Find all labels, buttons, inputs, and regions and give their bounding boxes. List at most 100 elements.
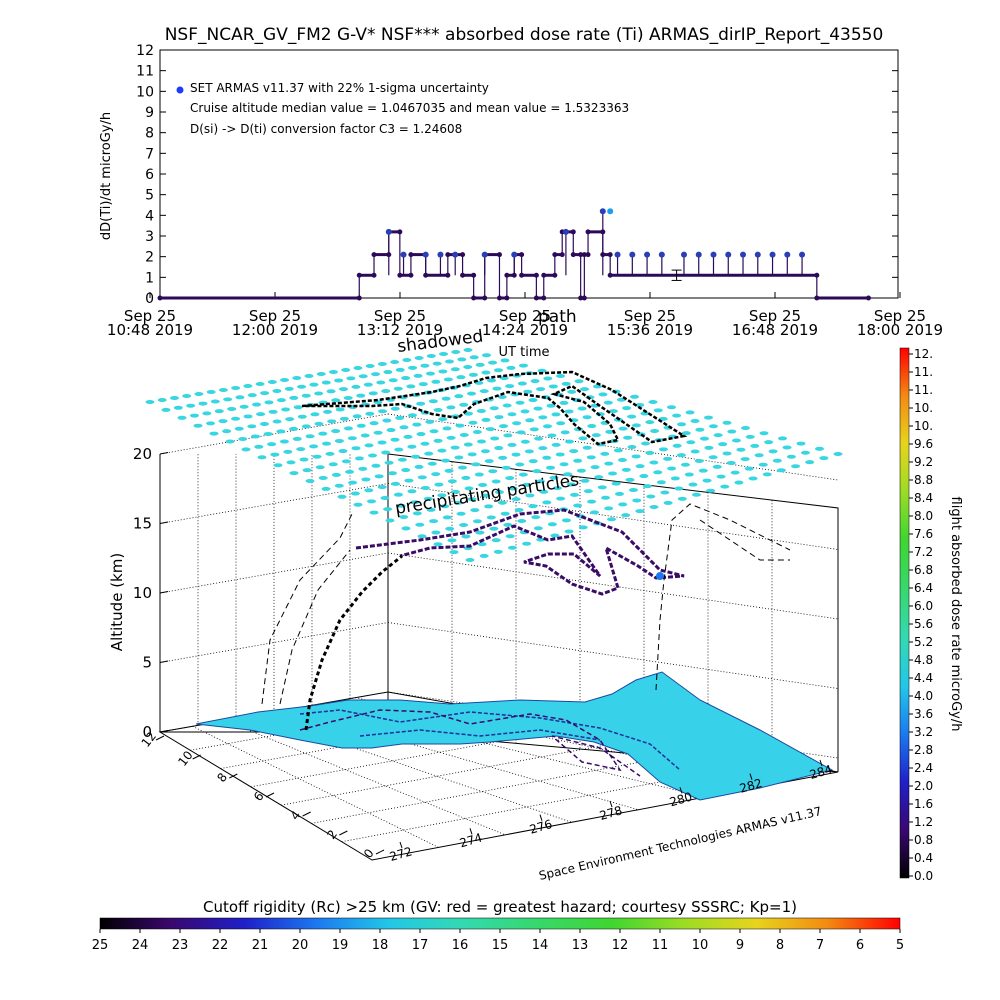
grid-line-right	[387, 622, 839, 689]
plane-dash	[402, 358, 412, 362]
dose-rate-tick-label: 6.0	[914, 599, 933, 613]
plane-dash	[569, 449, 579, 454]
plane-dash	[385, 518, 395, 523]
plane-dash	[354, 456, 364, 461]
plane-dash	[472, 430, 482, 435]
dose-rate-tick-label: 9.2	[914, 455, 933, 469]
data-point-upper	[754, 251, 761, 258]
plane-dash	[658, 447, 668, 452]
plane-dash	[314, 391, 324, 396]
plane-dash	[351, 384, 361, 389]
plane-dash	[677, 422, 687, 427]
data-point-upper	[784, 251, 791, 258]
data-point-upper	[740, 251, 747, 258]
plane-dash	[706, 488, 716, 493]
plane-dash	[390, 437, 400, 442]
time-series-y-label: dD(Ti)/dt microGy/h	[99, 112, 114, 240]
plane-dash	[369, 421, 379, 426]
plane-dash	[346, 376, 356, 381]
plane-dash	[380, 496, 390, 500]
x-tick-label-time: 15:36 2019	[607, 321, 693, 339]
plane-dash	[691, 492, 701, 497]
plane-dash	[338, 449, 348, 454]
plane-dash	[461, 534, 471, 539]
dose-rate-tick-label: 8.8	[914, 473, 933, 487]
plane-dash	[645, 420, 655, 425]
plane-dash	[582, 415, 592, 420]
plane-dash	[377, 485, 387, 490]
plane-dash	[365, 364, 375, 368]
plane-dash	[281, 407, 291, 412]
plane-dash	[440, 504, 450, 509]
plane-dash	[390, 406, 400, 411]
plane-dash	[555, 452, 565, 457]
cutoff-tick-label: 5	[896, 938, 904, 953]
plane-dash	[369, 510, 379, 515]
dose-rate-tick-label: 5.6	[914, 617, 933, 631]
plane-dash	[420, 485, 430, 490]
plane-dash	[556, 374, 565, 378]
plane-dash	[686, 440, 696, 445]
plane-dash	[586, 455, 596, 460]
plane-dash	[227, 406, 237, 411]
plane-dash	[505, 384, 515, 389]
altitude-tick-mark	[159, 521, 169, 524]
plane-dash	[193, 423, 203, 428]
dose-rate-tick-label: 5.2	[914, 635, 933, 649]
plane-dash	[214, 409, 224, 414]
plane-dash	[547, 433, 557, 438]
floor-x-tick-mark	[679, 787, 683, 794]
dose-rate-colorbar: 0.0 0.4 0.8 1.2 1.6 2.0 2.4 2.8 3.2 3.6 4.0 4.4 4.8 5…	[899, 347, 963, 883]
x-tick-label-date: Sep 25	[874, 307, 926, 325]
plane-dash	[314, 421, 324, 426]
plane-dash	[406, 384, 416, 389]
plane-dash	[648, 400, 658, 404]
plane-dash	[420, 441, 430, 446]
plane-dash	[559, 400, 569, 405]
overlay-label-path: path	[538, 307, 577, 327]
plane-dash	[556, 496, 566, 501]
plane-dash	[361, 477, 371, 482]
dose-rate-tick-label: 8.0	[914, 509, 933, 523]
plane-dash	[399, 514, 409, 519]
plane-dash	[304, 374, 314, 378]
plane-dash	[381, 389, 391, 394]
plane-dash	[387, 471, 397, 476]
plane-dash	[289, 395, 299, 400]
cutoff-tick-label: 19	[332, 938, 349, 953]
data-point-upper	[385, 228, 392, 235]
plane-dash	[464, 486, 474, 491]
dose-rate-tick-label: 11.	[914, 365, 933, 379]
plane-dash	[649, 460, 659, 465]
plane-dash	[550, 533, 560, 538]
plane-dash	[681, 431, 691, 436]
plane-dash	[498, 455, 508, 460]
plane-dash	[331, 398, 341, 403]
plane-dash	[386, 428, 396, 433]
plane-dash	[482, 353, 491, 358]
plane-dash	[209, 431, 219, 436]
plane-dash	[420, 363, 430, 368]
plane-dash	[327, 419, 337, 424]
x-tick-label-time: 12:00 2019	[232, 321, 318, 339]
floor-y-tick-mark	[229, 773, 238, 779]
plane-dash	[547, 522, 557, 527]
plane-dash	[218, 419, 228, 424]
plane-dash	[538, 415, 548, 420]
plane-dash	[210, 399, 220, 404]
plane-dash	[425, 419, 435, 424]
plane-dash	[439, 352, 449, 356]
plane-dash	[630, 394, 639, 399]
x-tick-label-date: Sep 25	[499, 307, 551, 325]
y-tick-label: 9	[145, 105, 154, 121]
plane-dash	[559, 462, 569, 467]
plane-dash	[270, 452, 280, 457]
coastline-detail	[299, 709, 681, 771]
data-point-upper	[437, 251, 444, 258]
plane-dash	[649, 505, 659, 509]
plane-dash	[309, 444, 319, 449]
plane-dash	[520, 409, 530, 414]
plane-dash	[481, 493, 491, 498]
